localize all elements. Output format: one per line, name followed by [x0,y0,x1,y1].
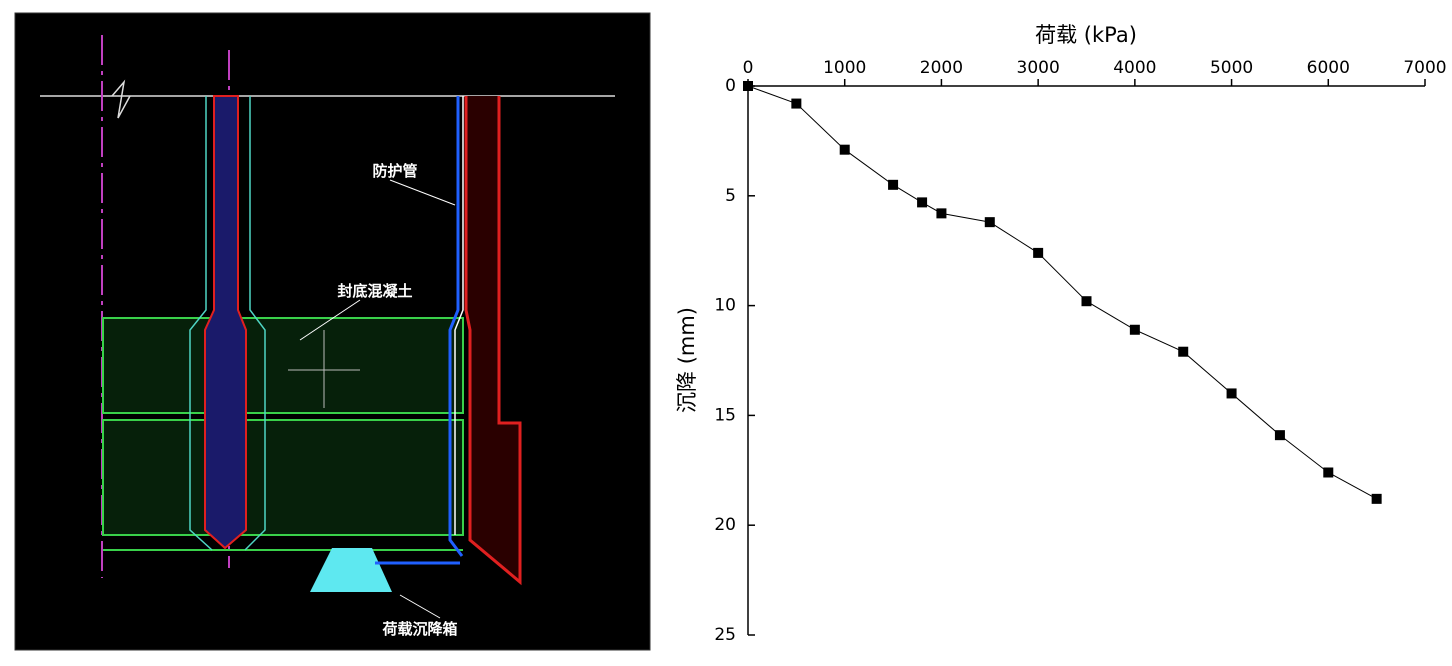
data-point [1274,430,1285,441]
y-tick-label: 0 [725,76,736,96]
cad-diagram: 防护管 封底混凝土 荷载沉降箱 [14,12,651,651]
diagram-label: 封底混凝土 [337,282,412,300]
y-tick-label: 5 [725,186,736,206]
data-point [917,197,928,208]
pile [204,95,247,550]
leader [299,299,361,341]
x-tick-label: 3000 [1017,58,1060,78]
x-tick-label: 0 [743,58,754,78]
x-tick-label: 5000 [1210,58,1253,78]
concrete-layer [102,317,464,414]
x-tick-label: 4000 [1113,58,1156,78]
data-point [743,81,753,91]
chart: 荷载 (kPa) 沉降 (mm) 0 1000 2000 3000 4000 5000 60… [675,23,1447,645]
y-tick-label: 20 [714,515,736,535]
diagram-label: 荷载沉降箱 [382,620,457,638]
y-tick-label: 25 [714,625,736,645]
data-point [1323,467,1334,478]
pile-outline [189,96,266,551]
data-point [1371,493,1382,504]
y-tick-label: 10 [714,296,736,316]
data-point [839,144,850,155]
x-axis-title: 荷载 (kPa) [1035,23,1137,47]
data-point [1226,388,1237,399]
soil-column [464,96,522,586]
y-tick-label: 15 [714,405,736,425]
data-point [1129,324,1140,335]
protect-pipe-inner [454,96,464,535]
data-point [1178,346,1189,357]
leader [389,179,456,206]
settlement-box [310,548,392,592]
data-point [936,208,947,219]
data-point [984,217,995,228]
y-axis-title: 沉降 (mm) [675,307,699,413]
data-point [1033,247,1044,258]
break-mark [111,79,131,119]
diagram-label: 防护管 [372,162,417,180]
leader [399,594,441,619]
protect-pipe [448,96,464,557]
x-tick-label: 2000 [920,58,963,78]
x-tick-label: 7000 [1403,58,1446,78]
x-tick-label: 1000 [823,58,866,78]
data-point [791,98,802,109]
x-tick-label: 6000 [1307,58,1350,78]
data-point [1081,296,1092,307]
data-point [888,179,899,190]
concrete-layer [102,419,464,536]
